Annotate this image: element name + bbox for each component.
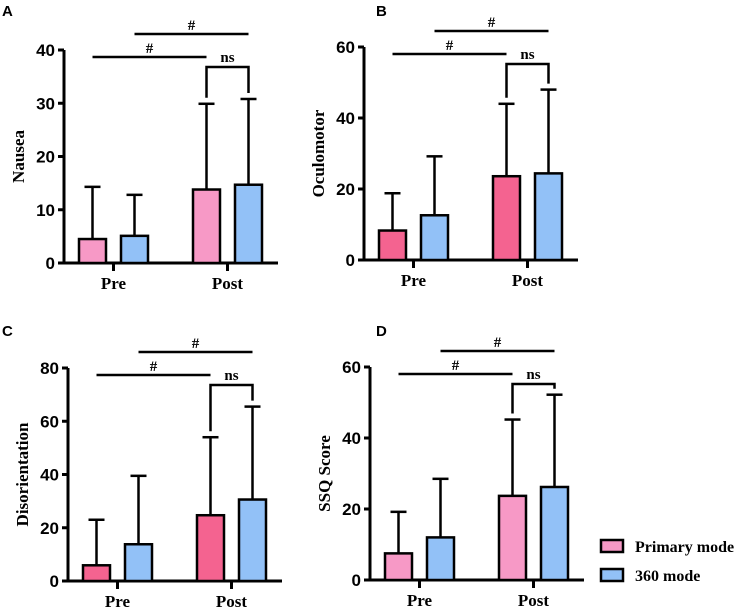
y-tick-label: 20 xyxy=(36,148,55,167)
y-tick-label: 10 xyxy=(36,201,55,220)
y-tick-label: 0 xyxy=(46,254,55,273)
legend-swatch xyxy=(599,538,625,554)
panel-c: C 0 20 40 60 80 Disorientation Pre Post # # ns xyxy=(2,323,282,609)
x-tick-label: Pre xyxy=(401,271,427,290)
bar-360-mode-post xyxy=(533,172,564,262)
y-axis-label: Disorientation xyxy=(13,422,32,526)
x-tick-label: Pre xyxy=(105,592,131,609)
ns-bracket xyxy=(505,62,550,98)
y-tick-label: 20 xyxy=(336,180,355,199)
y-axis-label: SSQ Score xyxy=(315,435,334,512)
bar-primary-mode-post xyxy=(491,174,522,262)
y-tick-label: 60 xyxy=(336,38,355,57)
x-tick-label: Post xyxy=(512,271,544,290)
bar-360-mode-post xyxy=(233,183,264,265)
bar-360-mode-post xyxy=(237,498,268,583)
panel-d: D 0 20 40 60 SSQ Score Pre Post # # ns xyxy=(315,323,584,609)
significance-label: # xyxy=(452,358,460,374)
legend-label: Primary mode xyxy=(635,539,734,556)
y-tick-label: 80 xyxy=(40,359,59,378)
y-tick-label: 30 xyxy=(36,94,55,113)
y-tick-label: 20 xyxy=(342,500,361,519)
panel-b: B 0 20 40 60 Oculomotor Pre Post # # ns xyxy=(309,3,578,290)
panel-label: B xyxy=(376,3,387,20)
bar-360-mode-pre xyxy=(123,543,154,583)
bar-360-mode-pre xyxy=(419,214,450,262)
bar-primary-mode-post xyxy=(497,494,528,582)
y-tick-label: 0 xyxy=(50,572,59,591)
panel-label: C xyxy=(2,323,13,340)
bar-primary-mode-pre xyxy=(77,237,108,265)
x-tick-label: Pre xyxy=(101,274,127,293)
bar-primary-mode-post xyxy=(195,513,226,583)
significance-label: # xyxy=(188,18,196,34)
legend-swatch xyxy=(599,567,625,583)
x-tick-label: Post xyxy=(212,274,244,293)
ns-label: ns xyxy=(220,50,234,66)
y-tick-label: 60 xyxy=(40,412,59,431)
bar-primary-mode-pre xyxy=(81,564,112,583)
x-tick-label: Post xyxy=(216,592,248,609)
y-tick-label: 40 xyxy=(40,466,59,485)
legend: Primary mode 360 mode xyxy=(599,538,734,585)
panel-label: D xyxy=(376,323,387,340)
significance-label: # xyxy=(446,38,454,54)
bar-primary-mode-post xyxy=(191,188,222,265)
significance-label: # xyxy=(494,335,502,351)
y-tick-label: 60 xyxy=(342,358,361,377)
legend-label: 360 mode xyxy=(635,568,700,585)
bar-360-mode-post xyxy=(539,485,570,582)
y-axis-label: Oculomotor xyxy=(309,109,328,197)
significance-label: # xyxy=(146,41,154,57)
panel-a: A 0 10 20 30 40 Nausea Pre Post # # ns xyxy=(2,3,278,293)
significance-label: # xyxy=(192,336,200,352)
bar-primary-mode-pre xyxy=(383,552,414,582)
bar-primary-mode-pre xyxy=(377,229,408,262)
y-tick-label: 40 xyxy=(342,429,361,448)
ns-label: ns xyxy=(224,368,238,384)
ns-label: ns xyxy=(526,367,540,383)
panel-label: A xyxy=(2,3,13,20)
y-tick-label: 0 xyxy=(352,571,361,590)
ns-bracket xyxy=(511,382,556,414)
bar-360-mode-pre xyxy=(119,234,150,265)
y-tick-label: 0 xyxy=(346,251,355,270)
x-tick-label: Post xyxy=(518,591,550,609)
y-tick-label: 40 xyxy=(36,41,55,60)
x-tick-label: Pre xyxy=(407,591,433,609)
ns-label: ns xyxy=(520,47,534,63)
y-tick-label: 40 xyxy=(336,109,355,128)
bar-360-mode-pre xyxy=(425,536,456,582)
significance-label: # xyxy=(150,359,158,375)
ns-bracket xyxy=(209,383,254,432)
y-tick-label: 20 xyxy=(40,519,59,538)
significance-label: # xyxy=(488,15,496,31)
y-axis-label: Nausea xyxy=(9,130,28,183)
ns-bracket xyxy=(205,65,250,98)
